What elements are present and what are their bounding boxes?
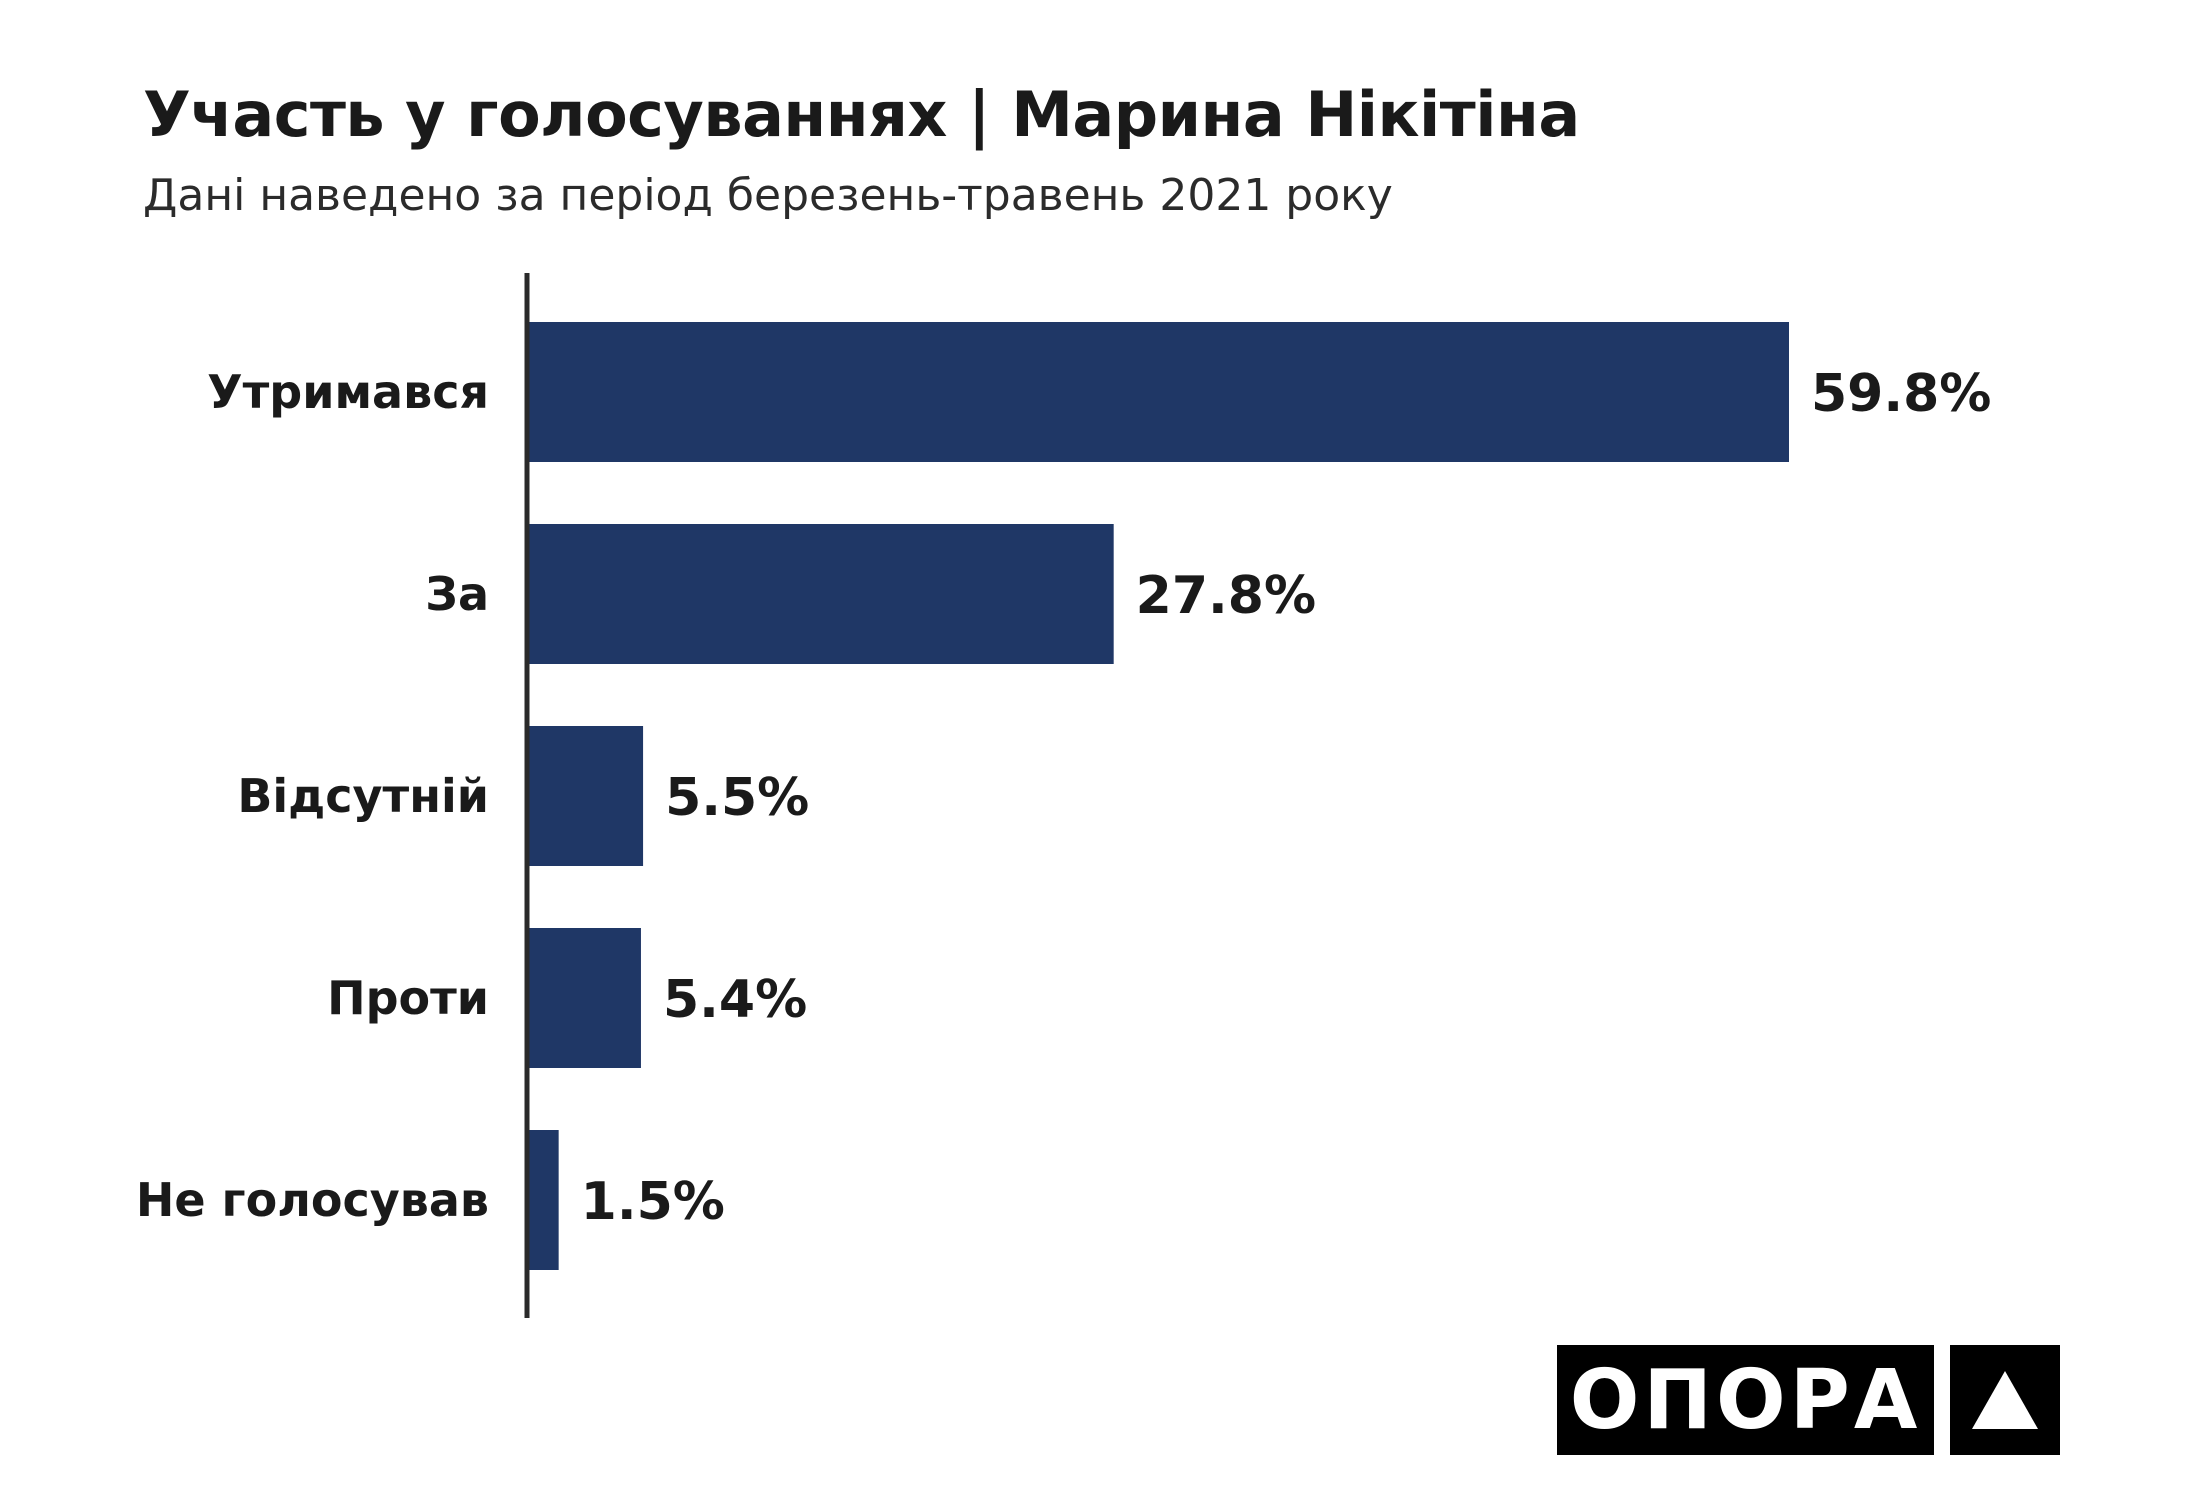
- bar-4: [527, 928, 641, 1068]
- bar-3: [527, 726, 644, 866]
- category-label: Утримався: [207, 365, 489, 419]
- triangle-icon: [1950, 1345, 2060, 1455]
- bar-5: [527, 1130, 559, 1270]
- bars-group: Утримався 59.8% За 27.8% Відсутній 5.5% Проти 5…: [136, 322, 1991, 1270]
- chart-title: Участь у голосуваннях | Марина Нікітіна: [143, 78, 1580, 151]
- category-label: Проти: [327, 971, 489, 1025]
- category-label: Відсутній: [237, 769, 489, 823]
- bar-2: [527, 524, 1114, 664]
- value-label: 59.8%: [1811, 364, 1991, 424]
- value-label: 5.4%: [663, 970, 807, 1030]
- value-label: 27.8%: [1136, 566, 1316, 626]
- bar-1: [527, 322, 1789, 462]
- chart-subtitle: Дані наведено за період березень-травень…: [143, 170, 1393, 221]
- opora-logo: ОПОРА: [1557, 1345, 2060, 1455]
- logo-wordmark: ОПОРА: [1557, 1345, 1934, 1455]
- value-label: 1.5%: [581, 1172, 725, 1232]
- value-label: 5.5%: [665, 768, 809, 828]
- category-label: За: [425, 567, 489, 621]
- category-label: Не голосував: [136, 1173, 489, 1227]
